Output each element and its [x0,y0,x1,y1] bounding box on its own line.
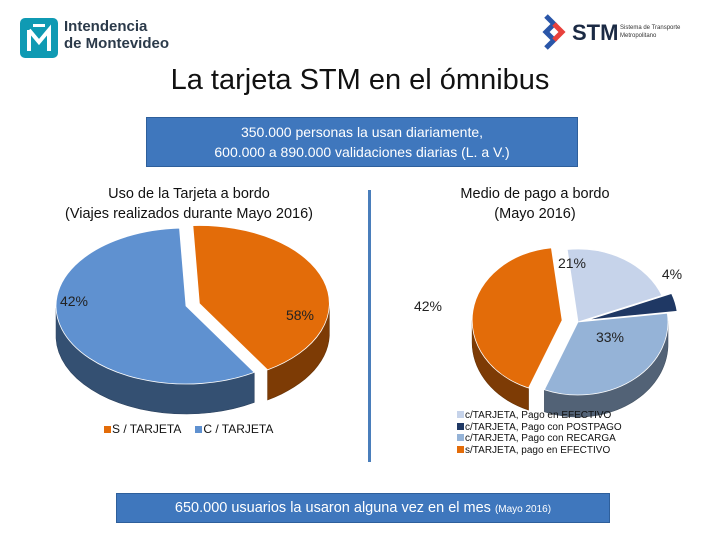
legend-swatch [195,426,203,433]
legend-label: s/TARJETA, pago en EFECTIVO [465,444,611,456]
info-line-1: 350.000 personas la usan diariamente, [240,124,484,140]
intendencia-logo: Intendencia de Montevideo [20,14,180,60]
legend-item: S / TARJETA [104,422,181,436]
legend-label: c/TARJETA, Pago en EFECTIVO [465,410,612,421]
legend-swatch [457,411,464,418]
footer-box: 650.000 usuarios la usaron alguna vez en… [116,493,610,523]
footer-text: 650.000 usuarios la usaron alguna vez en… [174,500,495,516]
legend-swatch [104,426,111,433]
intendencia-logo-text: Intendencia de Montevideo [64,18,170,52]
intendencia-logo-icon [20,18,58,58]
pie1-data-label: 4% [662,266,682,282]
legend-swatch [457,434,464,441]
footer-date: (Mayo 2016) [494,504,552,515]
stm-logo: STM Sistema de Transporte Metropolitano [540,14,700,54]
pie0-slice [192,225,330,371]
pie1-data-label: 33% [596,329,624,345]
legend-item: s/TARJETA, pago en EFECTIVO [457,445,622,457]
info-line-2: 600.000 a 890.000 validaciones diarias (… [214,144,510,160]
pie0-data-label: 58% [286,307,314,323]
legend-item: c/TARJETA, Pago con POSTPAGO [457,422,622,434]
legend-item: C / TARJETA [195,422,273,436]
page-title: La tarjeta STM en el ómnibus [170,64,550,96]
chart-divider [368,190,371,462]
pie1-slice [587,293,678,321]
pie1-slice [543,312,669,396]
legend-label: c/TARJETA, Pago con RECARGA [465,433,616,444]
stm-logo-icon [542,14,566,50]
stm-logo-text: STM [572,20,619,45]
left-chart-title: Uso de la Tarjeta a bordo (Viajes realiza… [65,186,313,222]
pie1-data-label: 42% [414,298,442,314]
left-chart-legend: S / TARJETA C / TARJETA [104,422,287,436]
pie1-slice [566,248,663,323]
right-chart-legend: c/TARJETA, Pago en EFECTIVO c/TARJETA, Pa… [457,410,622,456]
pie1-data-label: 21% [558,255,586,271]
legend-item: c/TARJETA, Pago en EFECTIVO [457,410,622,422]
legend-swatch [457,422,464,430]
legend-item: c/TARJETA, Pago con RECARGA [457,433,622,445]
pie0-slice [55,227,255,385]
legend-label: C / TARJETA [203,422,274,436]
stm-logo-subtext: Sistema de Transporte Metropolitano [620,25,681,39]
pie0-data-label: 42% [60,293,88,309]
pie1-slice [471,247,563,389]
legend-label: S / TARJETA [112,422,182,436]
right-chart-title: Medio de pago a bordo (Mayo 2016) [460,186,610,222]
info-box: 350.000 personas la usan diariamente, 60… [146,117,578,167]
legend-label: c/TARJETA, Pago con POSTPAGO [465,421,622,433]
legend-swatch [457,445,464,453]
